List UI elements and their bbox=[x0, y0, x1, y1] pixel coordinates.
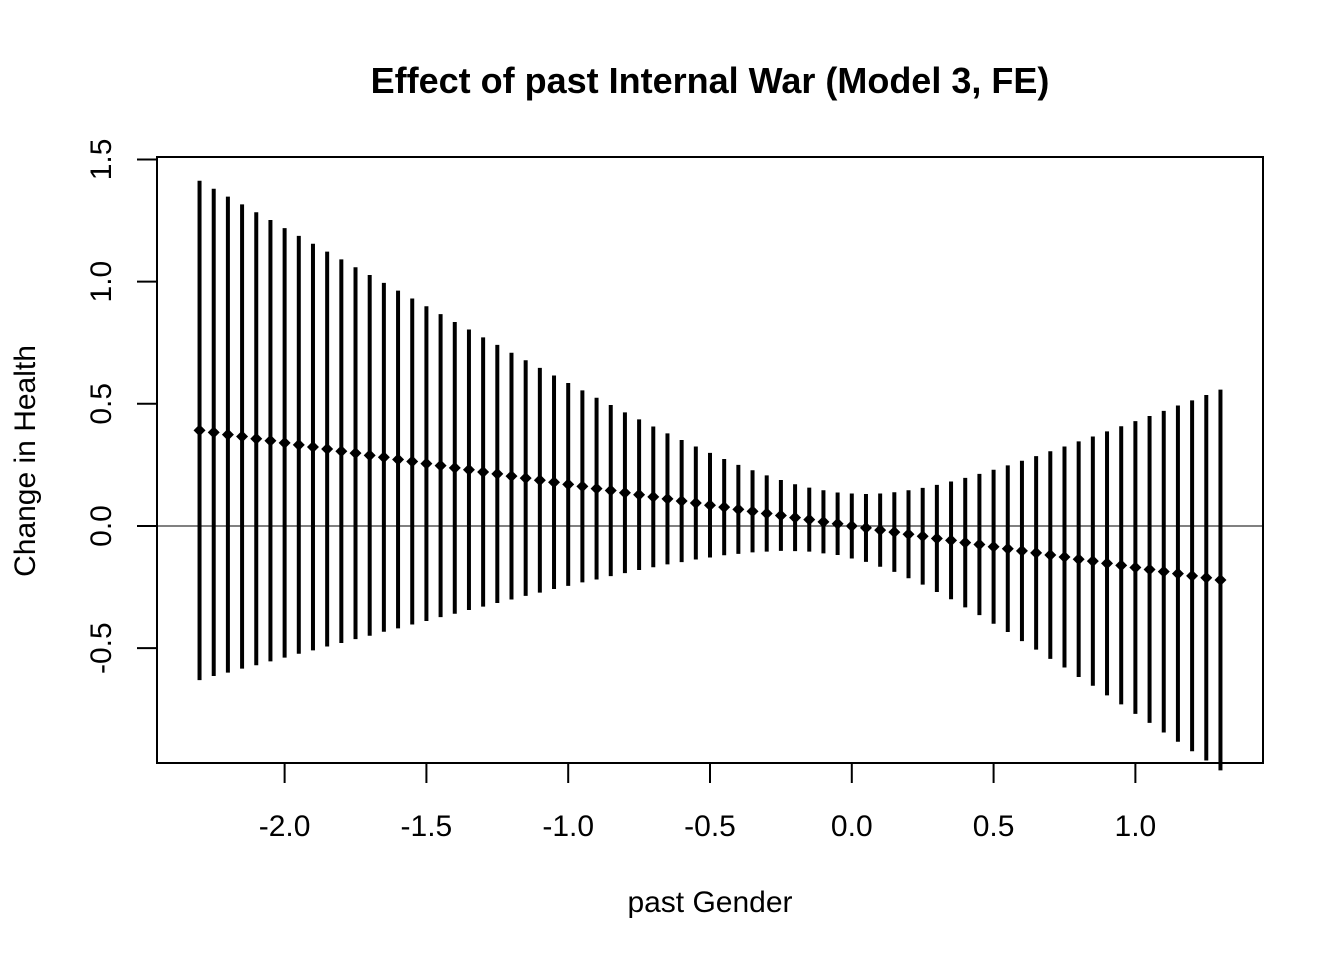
point-estimate-marker bbox=[406, 455, 419, 468]
point-estimate-marker bbox=[193, 424, 206, 437]
x-tick-label: -2.0 bbox=[259, 810, 311, 843]
point-estimate-marker bbox=[1101, 557, 1114, 570]
point-estimate-marker bbox=[1058, 551, 1071, 564]
point-estimate-marker bbox=[505, 470, 518, 483]
x-tick-label: -1.0 bbox=[542, 810, 594, 843]
point-estimate-marker bbox=[1129, 561, 1142, 574]
point-estimate-marker bbox=[930, 532, 943, 545]
point-estimate-marker bbox=[548, 476, 561, 489]
point-estimates bbox=[193, 424, 1227, 586]
point-estimate-marker bbox=[434, 459, 447, 472]
x-tick-label: -1.5 bbox=[401, 810, 453, 843]
y-tick-label: 0.0 bbox=[85, 505, 118, 547]
point-estimate-marker bbox=[604, 484, 617, 497]
point-estimate-marker bbox=[1015, 544, 1028, 557]
x-tick-label: -0.5 bbox=[684, 810, 736, 843]
point-estimate-marker bbox=[661, 492, 674, 505]
point-estimate-marker bbox=[207, 426, 220, 439]
point-estimate-marker bbox=[278, 436, 291, 449]
point-estimate-marker bbox=[732, 503, 745, 516]
point-estimate-marker bbox=[987, 540, 1000, 553]
point-estimate-marker bbox=[306, 441, 319, 454]
point-estimate-marker bbox=[1143, 563, 1156, 576]
point-estimate-marker bbox=[845, 519, 858, 532]
y-axis: -0.5 0.0 0.5 1.0 1.5 bbox=[85, 139, 158, 674]
point-estimate-marker bbox=[718, 501, 731, 514]
point-estimate-marker bbox=[647, 490, 660, 503]
point-estimate-marker bbox=[1086, 555, 1099, 568]
x-tick-label: 0.5 bbox=[973, 810, 1015, 843]
x-axis: -2.0 -1.5 -1.0 -0.5 0.0 0.5 1.0 bbox=[259, 762, 1157, 843]
point-estimate-marker bbox=[335, 445, 348, 458]
point-estimate-marker bbox=[349, 447, 362, 460]
point-estimate-marker bbox=[689, 497, 702, 510]
point-estimate-marker bbox=[562, 478, 575, 491]
point-estimate-marker bbox=[236, 430, 249, 443]
point-estimate-marker bbox=[533, 474, 546, 487]
point-estimate-marker bbox=[491, 467, 504, 480]
point-estimate-marker bbox=[633, 488, 646, 501]
point-estimate-marker bbox=[789, 511, 802, 524]
y-tick-label: 1.5 bbox=[85, 139, 118, 181]
point-estimate-marker bbox=[448, 461, 461, 474]
point-estimate-marker bbox=[831, 517, 844, 530]
point-estimate-marker bbox=[1072, 553, 1085, 566]
point-estimate-marker bbox=[1115, 559, 1128, 572]
x-tick-label: 1.0 bbox=[1115, 810, 1157, 843]
x-axis-label: past Gender bbox=[627, 886, 792, 919]
point-estimate-marker bbox=[803, 513, 816, 526]
point-estimate-marker bbox=[321, 443, 334, 456]
point-estimate-marker bbox=[377, 451, 390, 464]
point-estimate-marker bbox=[704, 499, 716, 512]
point-estimate-marker bbox=[1186, 569, 1199, 582]
point-estimate-marker bbox=[746, 505, 759, 518]
point-estimate-marker bbox=[1044, 549, 1057, 562]
point-estimate-marker bbox=[1214, 573, 1227, 586]
point-estimate-marker bbox=[264, 434, 277, 447]
point-estimate-marker bbox=[874, 524, 887, 537]
y-tick-label: 0.5 bbox=[85, 383, 118, 425]
point-estimate-marker bbox=[292, 438, 305, 451]
point-estimate-marker bbox=[363, 449, 376, 462]
point-estimate-marker bbox=[590, 482, 603, 495]
point-estimate-marker bbox=[250, 432, 263, 445]
y-axis-label: Change in Health bbox=[9, 345, 42, 577]
point-estimate-marker bbox=[1200, 571, 1213, 584]
point-estimate-marker bbox=[675, 495, 688, 508]
point-estimate-marker bbox=[1001, 542, 1014, 555]
point-estimate-marker bbox=[477, 465, 490, 478]
point-estimate-marker bbox=[576, 480, 589, 493]
point-estimate-marker bbox=[945, 534, 958, 547]
point-estimate-marker bbox=[221, 428, 234, 441]
y-tick-label: -0.5 bbox=[85, 622, 118, 674]
x-tick-label: 0.0 bbox=[831, 810, 873, 843]
point-estimate-marker bbox=[462, 463, 475, 476]
point-estimate-marker bbox=[774, 509, 787, 522]
point-estimate-marker bbox=[1157, 565, 1170, 578]
chart-title: Effect of past Internal War (Model 3, FE… bbox=[371, 60, 1050, 101]
point-estimate-marker bbox=[973, 538, 986, 551]
point-estimate-marker bbox=[760, 507, 773, 520]
point-estimate-marker bbox=[959, 536, 972, 549]
point-estimate-marker bbox=[1030, 546, 1043, 559]
point-estimate-marker bbox=[902, 528, 915, 541]
point-estimate-marker bbox=[1171, 567, 1184, 580]
point-estimate-marker bbox=[817, 515, 830, 528]
point-estimate-marker bbox=[519, 472, 532, 485]
y-tick-label: 1.0 bbox=[85, 261, 118, 303]
point-estimate-marker bbox=[420, 457, 433, 470]
point-estimate-marker bbox=[916, 530, 929, 543]
point-estimate-marker bbox=[888, 526, 901, 539]
point-estimate-marker bbox=[618, 486, 631, 499]
point-estimate-marker bbox=[859, 521, 872, 534]
point-estimate-marker bbox=[392, 453, 405, 466]
